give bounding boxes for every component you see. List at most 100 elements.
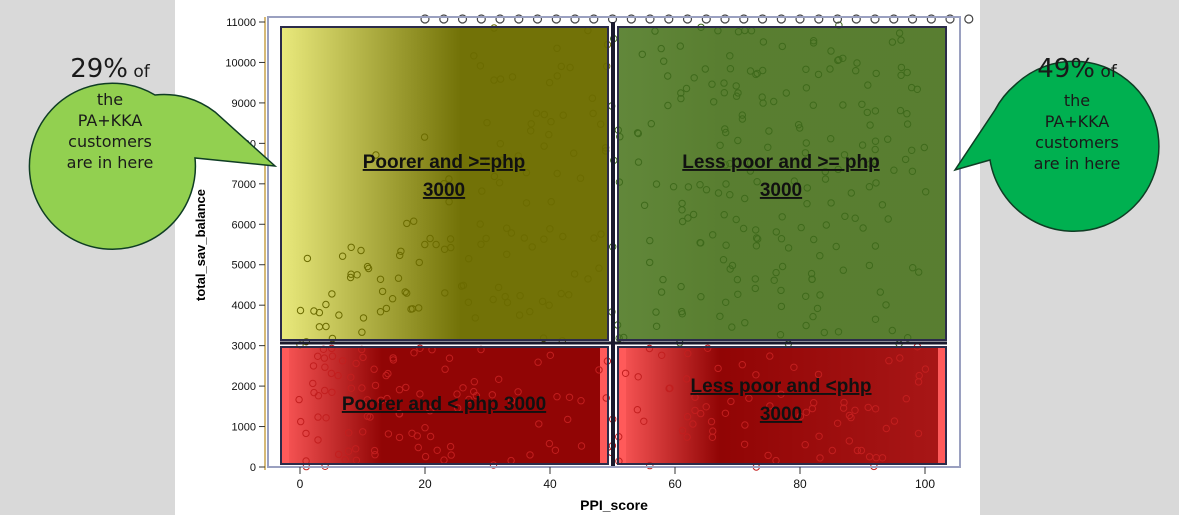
scatter-point [338, 252, 347, 260]
scatter-point [546, 225, 554, 233]
quadrant-border-poorer-high [280, 26, 609, 341]
scatter-point [678, 426, 687, 435]
quadrant-label-less-poor-low: Less poor and <php [690, 376, 871, 397]
scatter-point [346, 273, 355, 282]
scatter-point [734, 290, 742, 298]
scatter-point [465, 255, 473, 263]
scatter-point [835, 56, 843, 64]
scatter-point [697, 409, 705, 418]
quadrant-border-poorer-low [280, 346, 609, 465]
scatter-point [914, 378, 923, 386]
scatter-point [441, 365, 449, 373]
scatter-point [658, 351, 666, 359]
scatter-point [733, 275, 742, 284]
scatter-point [871, 156, 880, 165]
quadrant-label-poorer-low: Poorer and < php 3000 [342, 394, 546, 415]
scatter-point [826, 65, 834, 73]
x-tick-label: 40 [543, 477, 557, 491]
scatter-point [776, 14, 786, 24]
y-tick-label: 11000 [226, 17, 256, 29]
scatter-point [832, 14, 843, 24]
right-callout-line-3: customers [1035, 133, 1119, 152]
scatter-point [809, 101, 817, 109]
scatter-point [410, 217, 418, 225]
scatter-point [678, 310, 686, 318]
scatter-point [691, 406, 699, 415]
scatter-point [734, 28, 743, 36]
scatter-point [421, 240, 429, 249]
x-tick-label: 60 [668, 477, 682, 491]
x-axis-title: PPI_score [580, 497, 648, 513]
scatter-point [538, 297, 547, 306]
scatter-point [401, 288, 409, 296]
scatter-point [821, 175, 830, 183]
scatter-point [827, 199, 835, 207]
scatter-point [764, 451, 772, 460]
y-tick-label: 4000 [232, 300, 256, 312]
scatter-point [878, 201, 887, 209]
scatter-point [490, 172, 499, 181]
scatter-point [314, 413, 322, 421]
scatter-point [858, 141, 867, 149]
scatter-point [615, 178, 624, 186]
scatter-point [778, 213, 786, 221]
scatter-point [370, 446, 379, 455]
scatter-point [888, 326, 896, 335]
scatter-point [839, 266, 847, 274]
scatter-point [503, 224, 511, 232]
scatter-point [366, 413, 374, 421]
scatter-point [545, 439, 554, 448]
scatter-point [564, 415, 572, 424]
scatter-point [803, 200, 811, 208]
scatter-point [657, 44, 665, 53]
scatter-point [801, 441, 809, 449]
scatter-point [719, 256, 728, 264]
scatter-point [589, 14, 599, 24]
scatter-point [684, 183, 693, 191]
scatter-point [741, 421, 749, 429]
scatter-point [546, 351, 554, 359]
quadrant-border-less-poor-low [617, 346, 947, 465]
scatter-point [646, 461, 654, 470]
scatter-point [559, 111, 567, 119]
scatter-point [809, 39, 818, 47]
left-callout-line-3: customers [68, 132, 152, 151]
scatter-point [465, 395, 473, 404]
scatter-point [714, 364, 722, 373]
scatter-point [589, 109, 597, 118]
left-callout-line-1: the [97, 90, 123, 109]
scatter-point [303, 254, 312, 263]
scatter-point [647, 120, 655, 128]
scatter-point [701, 65, 709, 73]
scatter-point [871, 405, 880, 413]
scatter-point [347, 384, 355, 392]
scatter-point [645, 344, 654, 353]
scatter-point [901, 155, 910, 164]
scatter-point [520, 234, 528, 242]
scatter-point [483, 119, 491, 127]
scatter-point [522, 168, 531, 177]
scatter-point [945, 14, 955, 24]
scatter-point [335, 450, 343, 459]
scatter-point [690, 74, 698, 82]
quadrant-label-poorer-high: Poorer and >=php [363, 152, 526, 173]
scatter-point [484, 158, 493, 166]
scatter-point [897, 63, 906, 72]
scatter-point [857, 446, 866, 455]
scatter-point [864, 81, 872, 89]
scatter-point [896, 354, 904, 362]
scatter-point [588, 94, 597, 102]
scatter-point [816, 291, 824, 299]
scatter-point [534, 358, 542, 366]
scatter-point [683, 433, 691, 441]
scatter-point [778, 262, 787, 271]
scatter-point [721, 161, 730, 169]
scatter-point [802, 321, 810, 330]
scatter-point [732, 215, 740, 224]
scatter-point [777, 286, 785, 295]
scatter-point [871, 137, 880, 145]
scatter-point [834, 56, 842, 65]
scatter-point [871, 107, 880, 115]
scatter-point [701, 14, 711, 24]
scatter-point [909, 264, 917, 272]
